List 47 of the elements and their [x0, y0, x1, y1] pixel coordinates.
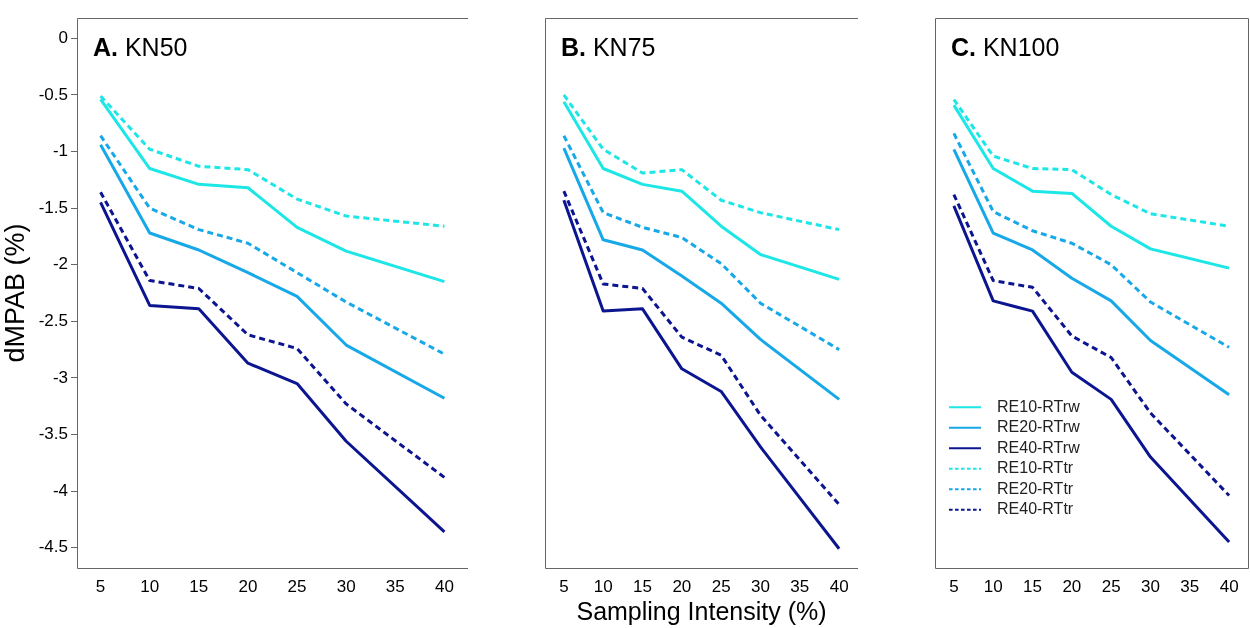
line-series [99, 190, 446, 479]
x-tick-label: 30 [336, 576, 356, 596]
y-tick-label: -2.5 [38, 310, 68, 330]
legend-label: RE20-RTrw [997, 418, 1081, 436]
legend-label: RE10-RTtr [997, 459, 1074, 477]
text: C. KN100 [951, 33, 1060, 61]
line-series [99, 134, 446, 356]
y-axis-title: dMPAB (%) [0, 223, 30, 363]
x-tick-label: 20 [672, 576, 692, 596]
y-tick-label: -1.5 [38, 197, 68, 217]
text: B. KN75 [561, 33, 656, 61]
x-tick-label: 5 [949, 576, 959, 596]
x-tick-label: 10 [140, 576, 160, 596]
text: A. KN50 [93, 33, 188, 61]
x-tick-label: 25 [287, 576, 307, 596]
x-tick-label: 15 [189, 576, 209, 596]
legend-label: RE40-RTrw [997, 438, 1081, 456]
x-tick-label: 40 [434, 576, 454, 596]
x-tick-label: 30 [751, 576, 770, 596]
x-tick-label: 40 [829, 576, 849, 596]
legend-label: RE10-RTrw [997, 397, 1081, 415]
y-tick-label: -3 [52, 367, 68, 387]
x-tick-label: 35 [385, 576, 405, 596]
y-tick-label: -1 [52, 141, 68, 161]
x-tick-label: 5 [95, 576, 106, 596]
x-tick-label: 25 [711, 576, 731, 596]
legend-label: RE40-RTtr [997, 500, 1074, 518]
x-axis-title: Sampling Intensity (%) [576, 596, 827, 625]
x-tick-label: 15 [1023, 576, 1042, 596]
x-tick-label: 10 [983, 576, 1003, 596]
y-tick-label: 0 [58, 28, 68, 48]
x-tick-label: 10 [593, 576, 613, 596]
x-tick-label: 35 [1180, 576, 1200, 596]
y-tick-label: -0.5 [38, 84, 68, 104]
x-tick-label: 5 [559, 576, 569, 596]
x-tick-label: 15 [633, 576, 652, 596]
y-tick-label: -2 [52, 254, 68, 274]
x-tick-label: 20 [1062, 576, 1082, 596]
y-tick-label: -4 [52, 480, 68, 500]
x-tick-label: 25 [1101, 576, 1121, 596]
x-tick-label: 40 [1219, 576, 1239, 596]
y-tick-label: -3.5 [38, 424, 68, 444]
x-tick-label: 20 [238, 576, 258, 596]
legend-label: RE20-RTtr [997, 479, 1074, 497]
x-tick-label: 30 [1141, 576, 1160, 596]
x-tick-label: 35 [790, 576, 810, 596]
y-tick-label: -4.5 [38, 537, 68, 557]
